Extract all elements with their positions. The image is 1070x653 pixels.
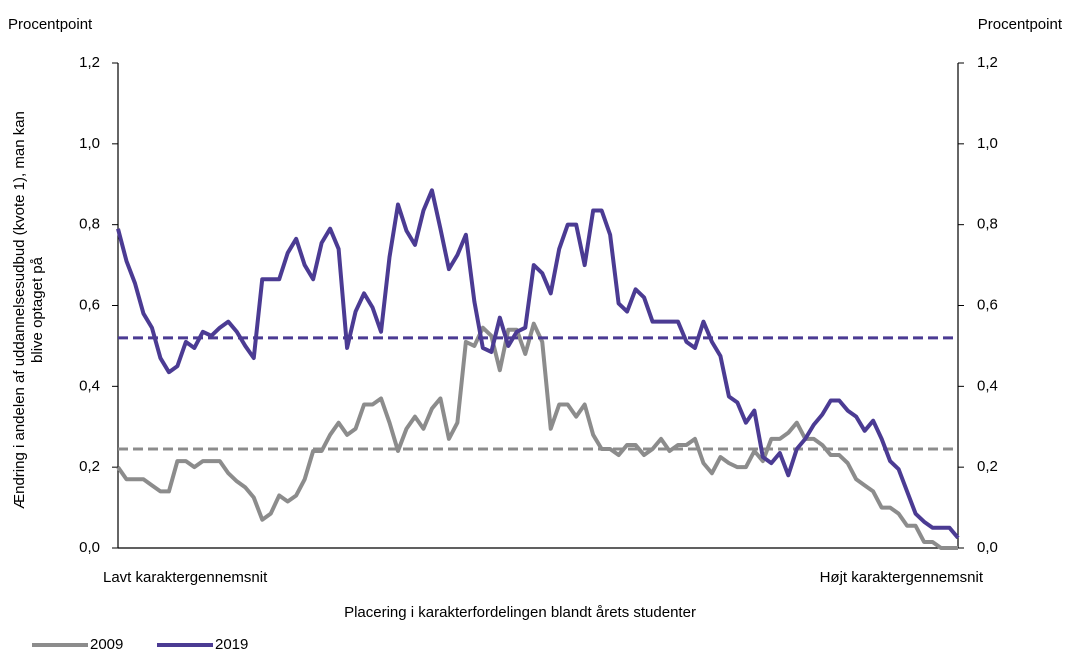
y-tick-label: 0,6 <box>79 296 100 313</box>
y2-tick-label: 0,4 <box>977 377 998 394</box>
x-end-label: Højt karaktergennemsnit <box>820 569 984 586</box>
legend-label: 2019 <box>215 636 248 653</box>
y-axis-label-line: blive optaget på <box>29 256 46 363</box>
y-tick-label: 1,0 <box>79 135 100 152</box>
y2-tick-label: 1,2 <box>977 54 998 71</box>
series-line <box>116 321 958 550</box>
series-line <box>116 188 960 540</box>
y-tick-label: 0,8 <box>79 216 100 233</box>
y2-tick-label: 0,8 <box>977 216 998 233</box>
legend-label: 2009 <box>90 636 123 653</box>
y-unit: Procentpoint <box>8 16 93 33</box>
y2-tick-label: 0,6 <box>977 296 998 313</box>
y-axis-label-line: Ændring i andelen af uddannelsesudbud (k… <box>11 111 28 509</box>
y-tick-label: 0,2 <box>79 458 100 475</box>
x-start-label: Lavt karaktergennemsnit <box>103 569 268 586</box>
y-tick-label: 1,2 <box>79 54 100 71</box>
y2-tick-label: 1,0 <box>977 135 998 152</box>
y-tick-label: 0,4 <box>79 377 100 394</box>
y2-tick-label: 0,2 <box>977 458 998 475</box>
x-axis-label: Placering i karakterfordelingen blandt å… <box>344 604 696 621</box>
y-axis-label: Ændring i andelen af uddannelsesudbud (k… <box>11 111 46 509</box>
y-tick-label: 0,0 <box>79 539 100 556</box>
y2-unit: Procentpoint <box>978 16 1063 33</box>
y2-tick-label: 0,0 <box>977 539 998 556</box>
